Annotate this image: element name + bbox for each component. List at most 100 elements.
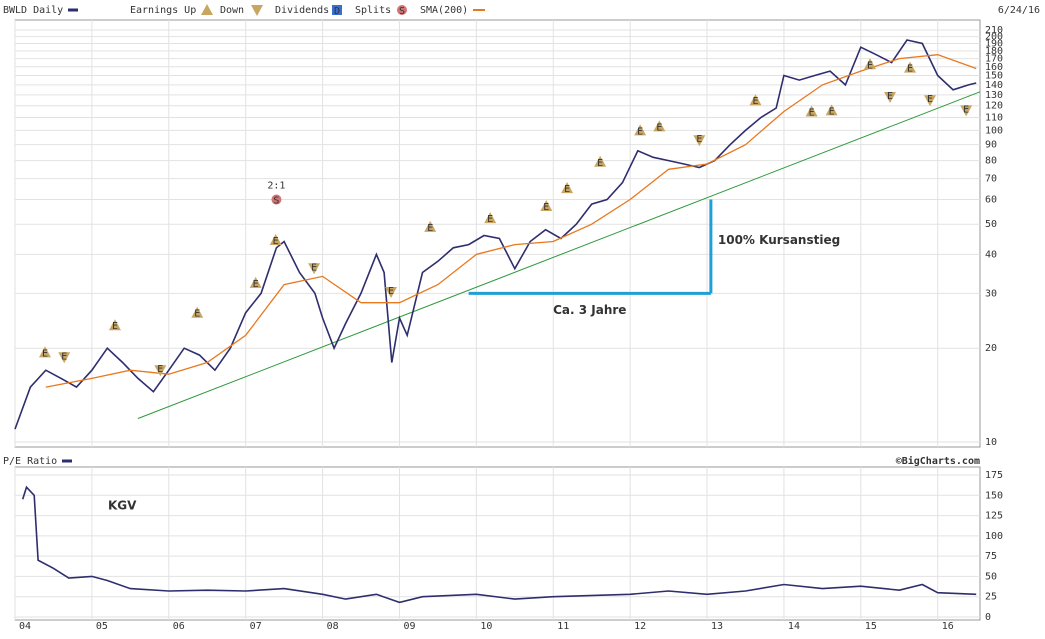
earnings-marker: [249, 276, 262, 288]
y-tick-label: 110: [985, 113, 1003, 124]
x-tick-label: 04: [19, 621, 31, 632]
y-tick-label: 120: [985, 101, 1003, 112]
earnings-letter: E: [867, 60, 873, 71]
y-tick-label: 210: [985, 25, 1003, 36]
earnings-marker: [960, 105, 973, 117]
earnings-marker: [385, 286, 398, 298]
earnings-letter: E: [311, 262, 317, 273]
legend-icon: [332, 5, 342, 15]
earnings-marker: [108, 319, 121, 331]
y-tick-label: 70: [985, 174, 997, 185]
legend-letter: D: [334, 6, 340, 17]
earnings-marker: [484, 212, 497, 224]
x-tick-label: 12: [634, 621, 646, 632]
earnings-letter: E: [752, 96, 758, 107]
y-tick-label: 180: [985, 46, 1003, 57]
y-tick-label: 100: [985, 125, 1003, 136]
earnings-marker: [540, 199, 553, 211]
y-tick-label: 60: [985, 195, 997, 206]
y-tick-label: 20: [985, 343, 997, 354]
y-tick-label: 130: [985, 90, 1003, 101]
split-marker: [271, 194, 282, 205]
y-tick-label: 140: [985, 80, 1003, 91]
sma-line: [45, 54, 977, 388]
x-tick-label: 06: [173, 621, 185, 632]
y-tick-label: 80: [985, 156, 997, 167]
earnings-marker: [825, 104, 838, 116]
y-tick-label: 40: [985, 249, 997, 260]
annotation: 100% Kursanstieg: [718, 233, 840, 247]
legend-icon: [251, 5, 263, 16]
legend-icon: [397, 5, 407, 15]
x-tick-label: 13: [711, 621, 723, 632]
split-letter: S: [273, 196, 279, 207]
y-tick-label: 25: [985, 592, 997, 603]
y-tick-label: 50: [985, 219, 997, 230]
y-tick-label: 75: [985, 551, 997, 562]
credit: ©BigCharts.com: [896, 455, 980, 467]
x-tick-label: 16: [942, 621, 954, 632]
y-tick-label: 190: [985, 39, 1003, 50]
y-tick-label: 50: [985, 571, 997, 582]
legend-label: Splits: [355, 5, 391, 16]
earnings-letter: E: [253, 279, 259, 290]
earnings-letter: E: [927, 94, 933, 105]
x-tick-label: 08: [327, 621, 339, 632]
earnings-marker: [884, 91, 897, 103]
legend-icon: [201, 4, 213, 15]
earnings-marker: [269, 233, 282, 245]
earnings-marker: [594, 155, 607, 167]
earnings-letter: E: [809, 107, 815, 118]
earnings-marker: [924, 95, 937, 107]
earnings-letter: E: [388, 286, 394, 297]
earnings-marker: [154, 365, 167, 377]
earnings-marker: [864, 58, 877, 70]
earnings-letter: E: [112, 321, 118, 332]
earnings-letter: E: [597, 158, 603, 169]
earnings-marker: [561, 182, 574, 194]
earnings-marker: [38, 346, 51, 358]
earnings-letter: E: [487, 214, 493, 225]
y-tick-label: 150: [985, 71, 1003, 82]
price-line: [21, 485, 977, 604]
y-tick-label: 160: [985, 62, 1003, 73]
earnings-letter: E: [61, 351, 67, 362]
legend-label: Dividends: [275, 5, 329, 16]
earnings-letter: E: [543, 202, 549, 213]
earnings-marker: [805, 105, 818, 117]
split-label: 2:1: [267, 181, 285, 192]
earnings-marker: [693, 135, 706, 147]
earnings-letter: E: [829, 106, 835, 117]
y-tick-label: 90: [985, 140, 997, 151]
annotation: Ca. 3 Jahre: [553, 303, 626, 317]
earnings-letter: E: [157, 364, 163, 375]
y-tick-label: 200: [985, 32, 1003, 43]
trendline: [137, 91, 981, 419]
earnings-marker: [634, 124, 647, 136]
earnings-letter: E: [564, 184, 570, 195]
earnings-letter: E: [42, 348, 48, 359]
earnings-letter: E: [273, 236, 279, 247]
earnings-marker: [904, 61, 917, 73]
earnings-marker: [749, 94, 762, 106]
x-tick-label: 14: [788, 621, 800, 632]
legend-label: Down: [220, 5, 244, 16]
y-tick-label: 0: [985, 612, 991, 623]
legend-label: Earnings Up: [130, 5, 196, 16]
earnings-letter: E: [907, 64, 913, 75]
x-tick-label: 09: [403, 621, 415, 632]
series-title: BWLD Daily: [3, 5, 63, 16]
price-line: [14, 39, 977, 430]
y-tick-label: 10: [985, 437, 997, 448]
y-tick-label: 125: [985, 511, 1003, 522]
x-tick-label: 15: [865, 621, 877, 632]
earnings-marker: [424, 220, 437, 232]
earnings-letter: E: [637, 126, 643, 137]
earnings-marker: [653, 120, 666, 132]
annotation: KGV: [108, 499, 137, 513]
legend-label: SMA(200): [420, 5, 468, 16]
y-tick-label: 30: [985, 288, 997, 299]
earnings-letter: E: [194, 309, 200, 320]
x-tick-label: 07: [250, 621, 262, 632]
